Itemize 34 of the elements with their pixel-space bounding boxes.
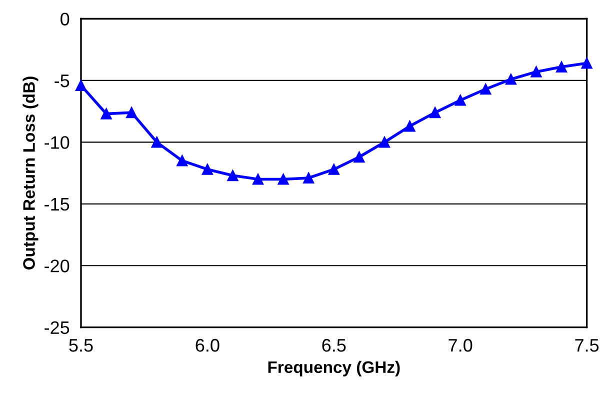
point <box>556 61 568 72</box>
point <box>404 120 416 132</box>
point <box>202 164 214 175</box>
y-tick-label: -15 <box>44 198 70 211</box>
x-tick-label: 5.5 <box>69 339 93 352</box>
point <box>454 94 466 106</box>
point <box>252 174 264 185</box>
point <box>227 170 238 182</box>
point <box>176 155 188 166</box>
point <box>75 80 87 91</box>
point <box>430 107 441 118</box>
point <box>505 74 516 85</box>
x-tick-label: 7.0 <box>448 338 472 352</box>
point <box>378 136 390 148</box>
y-tick-label: -5 <box>54 74 70 88</box>
point <box>278 174 289 185</box>
point <box>480 84 492 95</box>
y-tick-label: -10 <box>44 136 70 149</box>
x-tick-label: 6.0 <box>196 338 220 352</box>
y-tick-label: 0 <box>60 12 70 26</box>
point <box>328 164 340 175</box>
y-tick-label: -20 <box>44 260 70 272</box>
point <box>151 136 162 148</box>
point <box>354 151 365 163</box>
y-tick-label: -25 <box>44 321 70 334</box>
x-tick-label: 7.5 <box>575 339 599 352</box>
point <box>303 172 314 184</box>
point <box>530 66 542 78</box>
point <box>126 107 138 118</box>
y-axis-title: Output Return Loss (dB) <box>22 76 38 270</box>
x-tick-label: 6.5 <box>322 338 346 352</box>
x-axis-title: Frequency (GHz) <box>268 360 400 376</box>
point <box>581 58 592 69</box>
point <box>100 108 112 120</box>
